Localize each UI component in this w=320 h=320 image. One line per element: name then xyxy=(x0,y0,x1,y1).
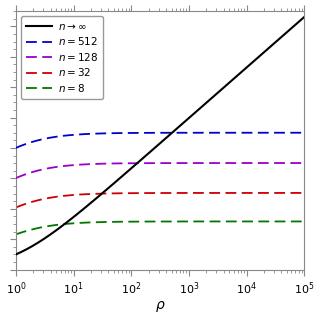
$n = 128$ xyxy=(67,164,71,167)
$n = 512$ xyxy=(67,133,71,137)
$n = 512$ xyxy=(281,131,284,135)
Line: $n = 128$: $n = 128$ xyxy=(16,163,320,178)
$n = 8$ xyxy=(14,232,18,236)
$n = 32$ xyxy=(144,191,148,195)
$n \rightarrow \infty$ xyxy=(131,165,135,169)
$n = 512$ xyxy=(131,131,135,135)
$n = 8$ xyxy=(144,220,148,223)
$n = 128$ xyxy=(14,176,18,180)
$n = 32$ xyxy=(314,191,317,195)
$n = 32$ xyxy=(67,193,71,197)
$n = 8$ xyxy=(314,220,317,223)
Legend: $n \rightarrow \infty$, $n = 512$, $n = 128$, $n = 32$, $n = 8$: $n \rightarrow \infty$, $n = 512$, $n = … xyxy=(21,16,103,99)
Line: $n \rightarrow \infty$: $n \rightarrow \infty$ xyxy=(16,2,320,254)
$n \rightarrow \infty$ xyxy=(49,232,53,236)
$n = 32$ xyxy=(131,191,135,195)
$n = 8$ xyxy=(67,222,71,226)
Line: $n = 512$: $n = 512$ xyxy=(16,133,320,148)
$n = 128$ xyxy=(131,161,135,165)
$n = 128$ xyxy=(49,166,53,170)
$n = 128$ xyxy=(144,161,148,165)
$n = 32$ xyxy=(14,205,18,209)
$n \rightarrow \infty$ xyxy=(14,252,18,256)
$n \rightarrow \infty$ xyxy=(281,34,284,38)
Line: $n = 32$: $n = 32$ xyxy=(16,193,320,207)
$n = 512$ xyxy=(49,136,53,140)
Line: $n = 8$: $n = 8$ xyxy=(16,221,320,234)
$n = 32$ xyxy=(49,196,53,200)
$n = 8$ xyxy=(49,224,53,228)
$n \rightarrow \infty$ xyxy=(67,219,71,223)
$n = 128$ xyxy=(314,161,317,165)
$n = 512$ xyxy=(144,131,148,135)
$n \rightarrow \infty$ xyxy=(144,153,148,157)
$n \rightarrow \infty$ xyxy=(314,5,317,9)
X-axis label: $\rho$: $\rho$ xyxy=(155,300,165,315)
$n = 512$ xyxy=(314,131,317,135)
$n = 8$ xyxy=(281,220,284,223)
$n = 512$ xyxy=(14,146,18,150)
$n = 8$ xyxy=(131,220,135,224)
$n = 128$ xyxy=(281,161,284,165)
$n = 32$ xyxy=(281,191,284,195)
